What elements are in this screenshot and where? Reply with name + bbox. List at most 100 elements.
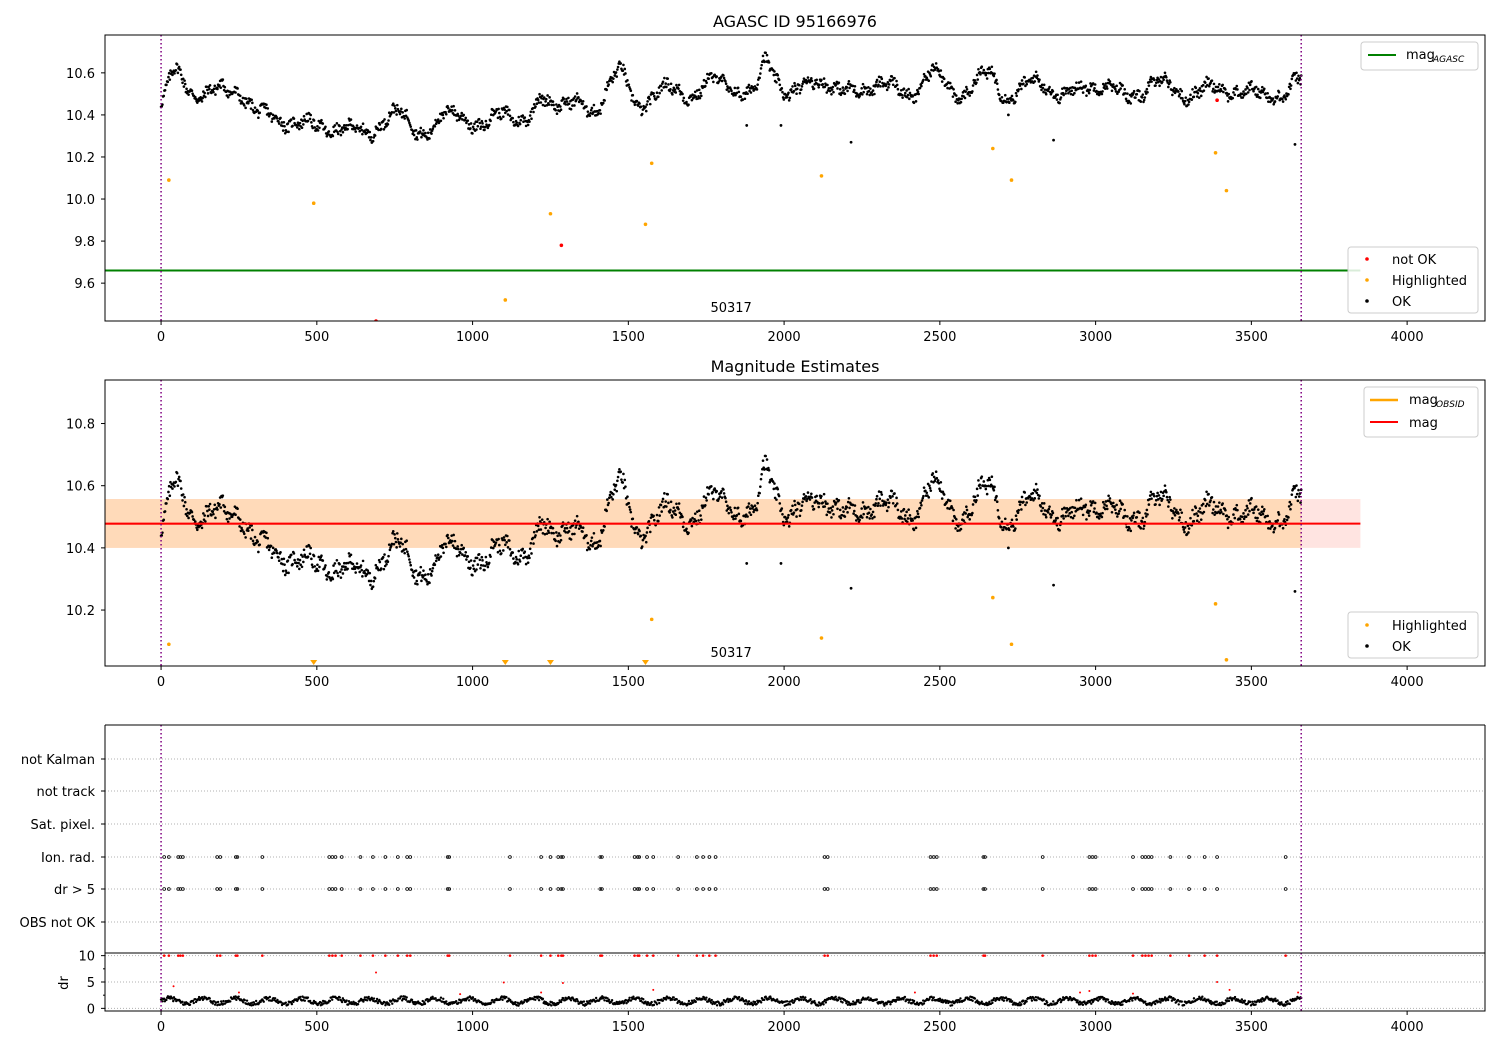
p1-ok-point: [875, 78, 879, 82]
p1-ok-point: [234, 91, 237, 94]
p1-ok-point: [623, 67, 627, 71]
p4-ok-point: [1098, 997, 1101, 1001]
p2-ok-point: [336, 574, 340, 578]
p2-ok-point: [753, 504, 757, 507]
p1-ok-point: [185, 87, 188, 91]
p1-ok-point: [1069, 92, 1073, 96]
p2-ok-point: [543, 532, 547, 536]
p1-ok-point: [588, 114, 592, 118]
p2-ok-point: [395, 546, 398, 549]
p2-ok-point: [318, 565, 321, 569]
p2-ok-point: [589, 539, 593, 543]
p2-ok-point: [1084, 503, 1088, 507]
p1-ok-point: [256, 109, 260, 113]
p1-ok-point: [502, 115, 505, 118]
p4-ok-point: [356, 1002, 360, 1006]
p2-ok-point: [737, 512, 741, 516]
p2-ok-point: [1062, 517, 1065, 520]
p2-ytick-label: 10.8: [66, 418, 95, 433]
p1-ok-point: [990, 65, 994, 69]
p2-ok-point: [783, 515, 787, 519]
p2-ok-point: [1158, 503, 1161, 507]
p1-ok-point: [964, 90, 967, 93]
p2-ok-point: [1254, 505, 1258, 508]
p4-ok-point: [747, 1000, 751, 1003]
p1-ok-point: [761, 54, 765, 58]
p2-ok-point: [343, 568, 347, 571]
p2-ok-point: [1114, 511, 1118, 515]
p4-ok-point: [1052, 1000, 1055, 1003]
p2-legend-swatch-0: [1365, 623, 1369, 627]
p2-ok-point: [873, 515, 876, 519]
p1-ok-point: [685, 100, 688, 104]
p4-ok-point: [645, 1003, 649, 1006]
p2-ok-point: [1020, 508, 1023, 511]
p2-ok-point: [891, 495, 894, 498]
p2-ok-point: [1173, 507, 1176, 510]
p4-ok-point: [822, 1003, 825, 1006]
p1-ok-point: [595, 109, 599, 113]
p1-ok-point: [430, 132, 433, 135]
p1-ok-point: [802, 77, 806, 80]
p4-ok-point: [442, 997, 445, 1000]
p4-ok-point: [775, 998, 779, 1001]
p1-ok-point: [599, 112, 602, 115]
p2-ok-point: [645, 531, 649, 534]
p1-ok-point: [901, 96, 904, 99]
p3-flag-event: [713, 887, 718, 891]
p2-legend-mag-obsid-label: mag: [1409, 393, 1438, 408]
p1-ok-point: [799, 88, 803, 91]
p4-ok-point: [813, 999, 816, 1003]
p2-ok-point: [811, 505, 814, 508]
p2-ok-point: [660, 510, 663, 513]
p2-ok-point: [1283, 518, 1286, 521]
p1-ok-point: [1073, 91, 1076, 95]
p2-ok-point: [339, 576, 343, 579]
p2-ok-point: [614, 483, 618, 487]
p1-ok-point: [1181, 96, 1184, 100]
p3-flag-event: [600, 855, 604, 859]
p1-ok-point: [827, 87, 831, 90]
p2-ok-point: [555, 544, 559, 548]
p2-ok-point: [968, 518, 972, 521]
p1-ok-point: [244, 97, 248, 101]
p2-ok-point: [430, 569, 434, 573]
p2-ok-point: [530, 552, 533, 555]
p2-ok-point: [492, 540, 496, 544]
p2-ok-point: [444, 545, 448, 549]
p1-ok-point: [1009, 96, 1012, 100]
p2-ok-point: [715, 489, 719, 493]
p2-ok-point: [1195, 519, 1199, 522]
p2-ok-point: [732, 517, 735, 521]
p2-ok-point: [621, 481, 625, 484]
p1-ok-point: [648, 97, 651, 101]
p2-ok-point: [777, 494, 781, 498]
p4-ok-point: [362, 1000, 365, 1003]
p1-ok-point: [736, 86, 740, 90]
p4-ok-point: [1022, 999, 1025, 1003]
p4-ok-point: [585, 1000, 589, 1003]
p4-ok-point: [188, 1003, 192, 1006]
p1-ok-point: [265, 103, 268, 107]
p1-ok-point: [467, 123, 471, 126]
p2-ok-point: [390, 542, 394, 546]
p1-ok-point: [540, 96, 543, 100]
p1-ok-point: [1256, 93, 1259, 97]
p1-ok-point: [934, 62, 938, 65]
p2-ok-point: [1144, 512, 1147, 515]
p1-ok-point: [995, 82, 999, 85]
p2-ok-point: [181, 499, 184, 502]
p2-ok-point: [434, 554, 437, 557]
p1-ok-point: [402, 114, 406, 118]
p2-ok-point: [398, 545, 402, 548]
p4-ok-point: [322, 1002, 326, 1005]
p4-ok-point: [652, 1003, 656, 1007]
p1-ok-point: [1033, 80, 1037, 83]
p2-ok-point: [222, 509, 226, 513]
p2-ok-point: [1195, 512, 1198, 515]
p4-ok-point: [623, 1001, 626, 1004]
p1-ok-point: [1091, 82, 1095, 85]
panel2-title: Magnitude Estimates: [711, 357, 880, 376]
p2-ok-extra-point: [745, 562, 749, 565]
p2-ok-point: [749, 513, 753, 517]
